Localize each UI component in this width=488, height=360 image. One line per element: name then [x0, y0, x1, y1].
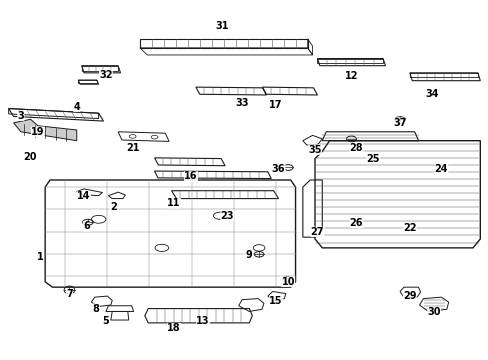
- Text: 5: 5: [102, 316, 109, 326]
- Text: 36: 36: [271, 164, 285, 174]
- Text: 28: 28: [349, 143, 363, 153]
- Text: 15: 15: [269, 296, 282, 306]
- Text: 14: 14: [77, 191, 91, 201]
- Text: 35: 35: [307, 145, 321, 155]
- Text: 24: 24: [434, 164, 447, 174]
- Text: 12: 12: [344, 71, 358, 81]
- Text: 10: 10: [281, 277, 294, 287]
- Text: 37: 37: [392, 118, 406, 128]
- Text: 22: 22: [402, 223, 416, 233]
- Text: 30: 30: [427, 307, 440, 317]
- Text: 1: 1: [37, 252, 43, 262]
- Text: 11: 11: [167, 198, 181, 208]
- Polygon shape: [14, 119, 77, 141]
- Text: 19: 19: [31, 127, 44, 137]
- Text: 16: 16: [184, 171, 197, 181]
- Text: 8: 8: [93, 303, 100, 314]
- Text: 32: 32: [99, 69, 112, 80]
- Text: 2: 2: [110, 202, 116, 212]
- Text: 18: 18: [167, 323, 181, 333]
- Text: 23: 23: [220, 211, 234, 221]
- Text: 31: 31: [215, 21, 229, 31]
- Text: 9: 9: [245, 250, 252, 260]
- Text: 33: 33: [235, 98, 248, 108]
- Text: 13: 13: [196, 316, 209, 326]
- Text: 17: 17: [269, 100, 282, 110]
- Text: 21: 21: [126, 143, 139, 153]
- Text: 3: 3: [18, 111, 24, 121]
- Text: 26: 26: [349, 218, 362, 228]
- Text: 27: 27: [310, 227, 324, 237]
- Text: 34: 34: [424, 89, 438, 99]
- Text: 6: 6: [83, 221, 90, 231]
- Text: 25: 25: [366, 154, 379, 163]
- Text: 7: 7: [66, 289, 73, 299]
- Text: 29: 29: [402, 291, 416, 301]
- Text: 20: 20: [23, 152, 36, 162]
- Text: 4: 4: [73, 102, 80, 112]
